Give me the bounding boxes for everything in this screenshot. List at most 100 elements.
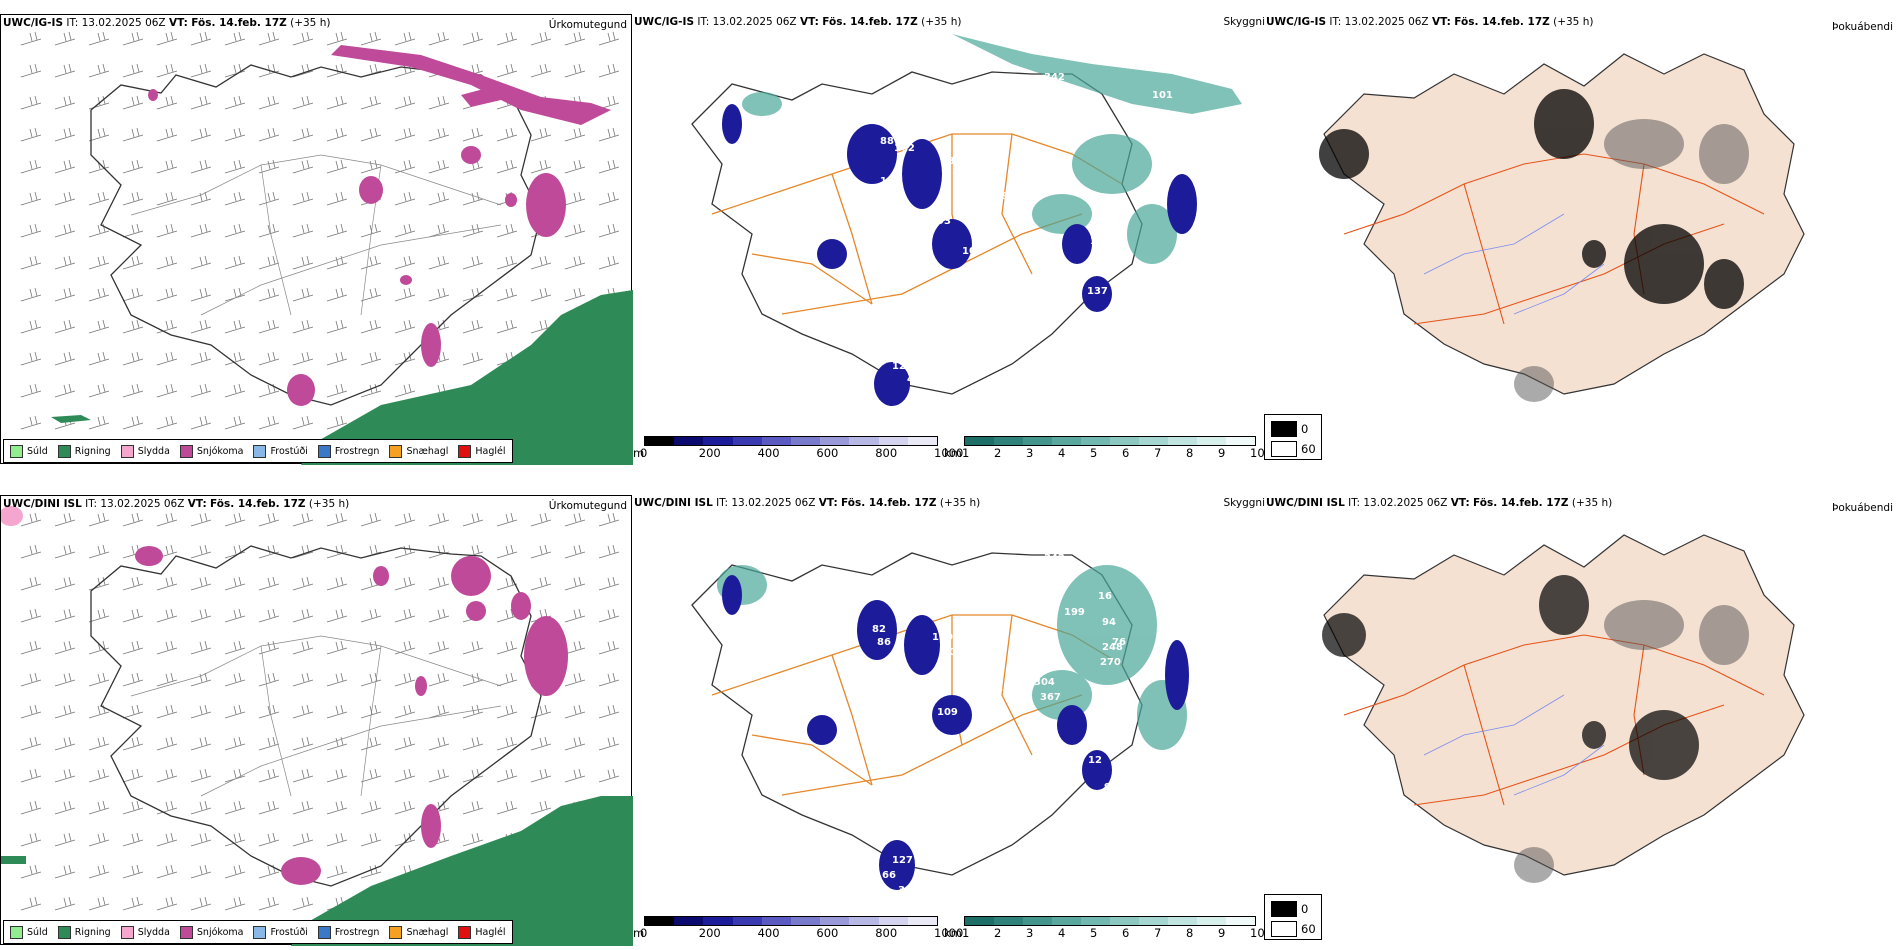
wind-barb — [190, 736, 212, 751]
legend-item: Frostregn — [317, 925, 379, 939]
wind-barb — [360, 127, 382, 142]
ceiling-label: 109 — [937, 707, 958, 718]
precip-type-title-1: Úrkomutegund — [548, 19, 627, 31]
wind-barb — [360, 832, 382, 847]
colorbar-tick: 4 — [1058, 446, 1066, 460]
wind-barb — [190, 383, 212, 398]
wind-barb — [54, 287, 76, 302]
wind-barb — [258, 512, 280, 527]
colorbar-tick: 2 — [994, 446, 1002, 460]
wind-barb — [190, 512, 212, 527]
legend-swatch-frostudi — [253, 444, 267, 458]
wind-barb — [190, 800, 212, 815]
wind-barb — [292, 255, 314, 270]
wind-barb — [496, 223, 518, 238]
fog-title-1: Þokuábendi — [1832, 21, 1893, 33]
wind-barb — [530, 512, 552, 527]
ceiling-visibility-panel-2: 342 16 199 76 94 248 270 82 86 110 108 105 98 304 367 6… — [632, 495, 1265, 945]
wind-barb — [224, 640, 246, 655]
precip-type-map-1 — [20, 31, 633, 465]
wind-barb — [88, 287, 110, 302]
colorbar-tick: 9 — [1218, 926, 1226, 940]
wind-barb — [258, 255, 280, 270]
wind-barb — [190, 287, 212, 302]
wind-barb — [190, 223, 212, 238]
wind-barb — [122, 832, 144, 847]
precip-legend-2: Súld Rigning Slydda Snjókoma Frostúði Fr… — [3, 920, 513, 944]
wind-barb — [54, 351, 76, 366]
ceiling-label: 270 — [1100, 657, 1121, 668]
wind-barb — [428, 768, 450, 783]
wind-barb — [20, 800, 42, 815]
ceiling-label: 93 — [937, 216, 951, 227]
wind-barb — [530, 768, 552, 783]
wind-barb — [88, 832, 110, 847]
wind-barb — [394, 640, 416, 655]
wind-barb — [326, 864, 348, 879]
wind-barb — [122, 736, 144, 751]
wind-barb — [156, 608, 178, 623]
wind-barb — [428, 736, 450, 751]
ceiling-label: 76 — [1112, 637, 1126, 648]
wind-barb — [54, 127, 76, 142]
wind-barb — [564, 640, 586, 655]
colorbar-step — [878, 917, 908, 925]
wind-barb — [258, 383, 280, 398]
wind-barb — [292, 608, 314, 623]
colorbar-tick: 6 — [1122, 446, 1130, 460]
wind-barb — [530, 159, 552, 174]
wind-barb — [292, 159, 314, 174]
wind-barb — [190, 704, 212, 719]
wind-barb — [598, 512, 620, 527]
wind-barb — [598, 544, 620, 559]
fog-panel-2: UWC/DINI ISL IT: 13.02.2025 06Z VT: Fös.… — [1264, 495, 1900, 945]
wind-barb — [156, 896, 178, 911]
colorbar-step — [1110, 437, 1139, 445]
wind-barb — [360, 608, 382, 623]
wind-barb — [496, 800, 518, 815]
wind-barb — [224, 736, 246, 751]
wind-barb — [360, 672, 382, 687]
fog-map-1 — [1319, 53, 1805, 402]
wind-barb — [394, 191, 416, 206]
colorbar-step — [761, 437, 792, 445]
colorbar-tick: 8 — [1186, 926, 1194, 940]
wind-barb — [496, 255, 518, 270]
ceiling-label: 65 — [898, 709, 912, 720]
wind-barb — [122, 63, 144, 78]
wind-barb — [258, 768, 280, 783]
wind-barb — [394, 768, 416, 783]
wind-barb — [326, 800, 348, 815]
wind-barb — [88, 640, 110, 655]
colorbar-tick: 7 — [1154, 926, 1162, 940]
wind-barb — [88, 223, 110, 238]
wind-barb — [156, 63, 178, 78]
wind-barb — [326, 191, 348, 206]
ceiling-label: 82 — [872, 624, 886, 635]
legend-item: Rigning — [57, 444, 111, 458]
ceiling-label: 127 — [892, 855, 913, 866]
wind-barb — [54, 223, 76, 238]
wind-barb — [326, 768, 348, 783]
wind-barb — [224, 383, 246, 398]
ceiling-label: 108 — [942, 647, 963, 658]
wind-barb — [530, 544, 552, 559]
precip-type-header-1: UWC/IG-IS IT: 13.02.2025 06Z VT: Fös. 14… — [3, 17, 331, 29]
ceiling-label: 86 — [902, 221, 916, 232]
wind-barb — [88, 159, 110, 174]
ceiling-label: 79 — [1092, 258, 1106, 269]
wind-barb — [326, 640, 348, 655]
fog-panel-1: UWC/IG-IS IT: 13.02.2025 06Z VT: Fös. 14… — [1264, 14, 1900, 464]
wind-barb — [394, 736, 416, 751]
wind-barb — [462, 672, 484, 687]
colorbar-step — [732, 917, 762, 925]
wind-barb — [224, 832, 246, 847]
wind-barb — [428, 512, 450, 527]
wind-barb — [462, 223, 484, 238]
wind-barb — [88, 896, 110, 911]
ceiling-label: 199 — [1064, 607, 1085, 618]
wind-barb — [394, 255, 416, 270]
wind-barb — [326, 832, 348, 847]
wind-barb — [360, 95, 382, 110]
wind-barb — [20, 512, 42, 527]
